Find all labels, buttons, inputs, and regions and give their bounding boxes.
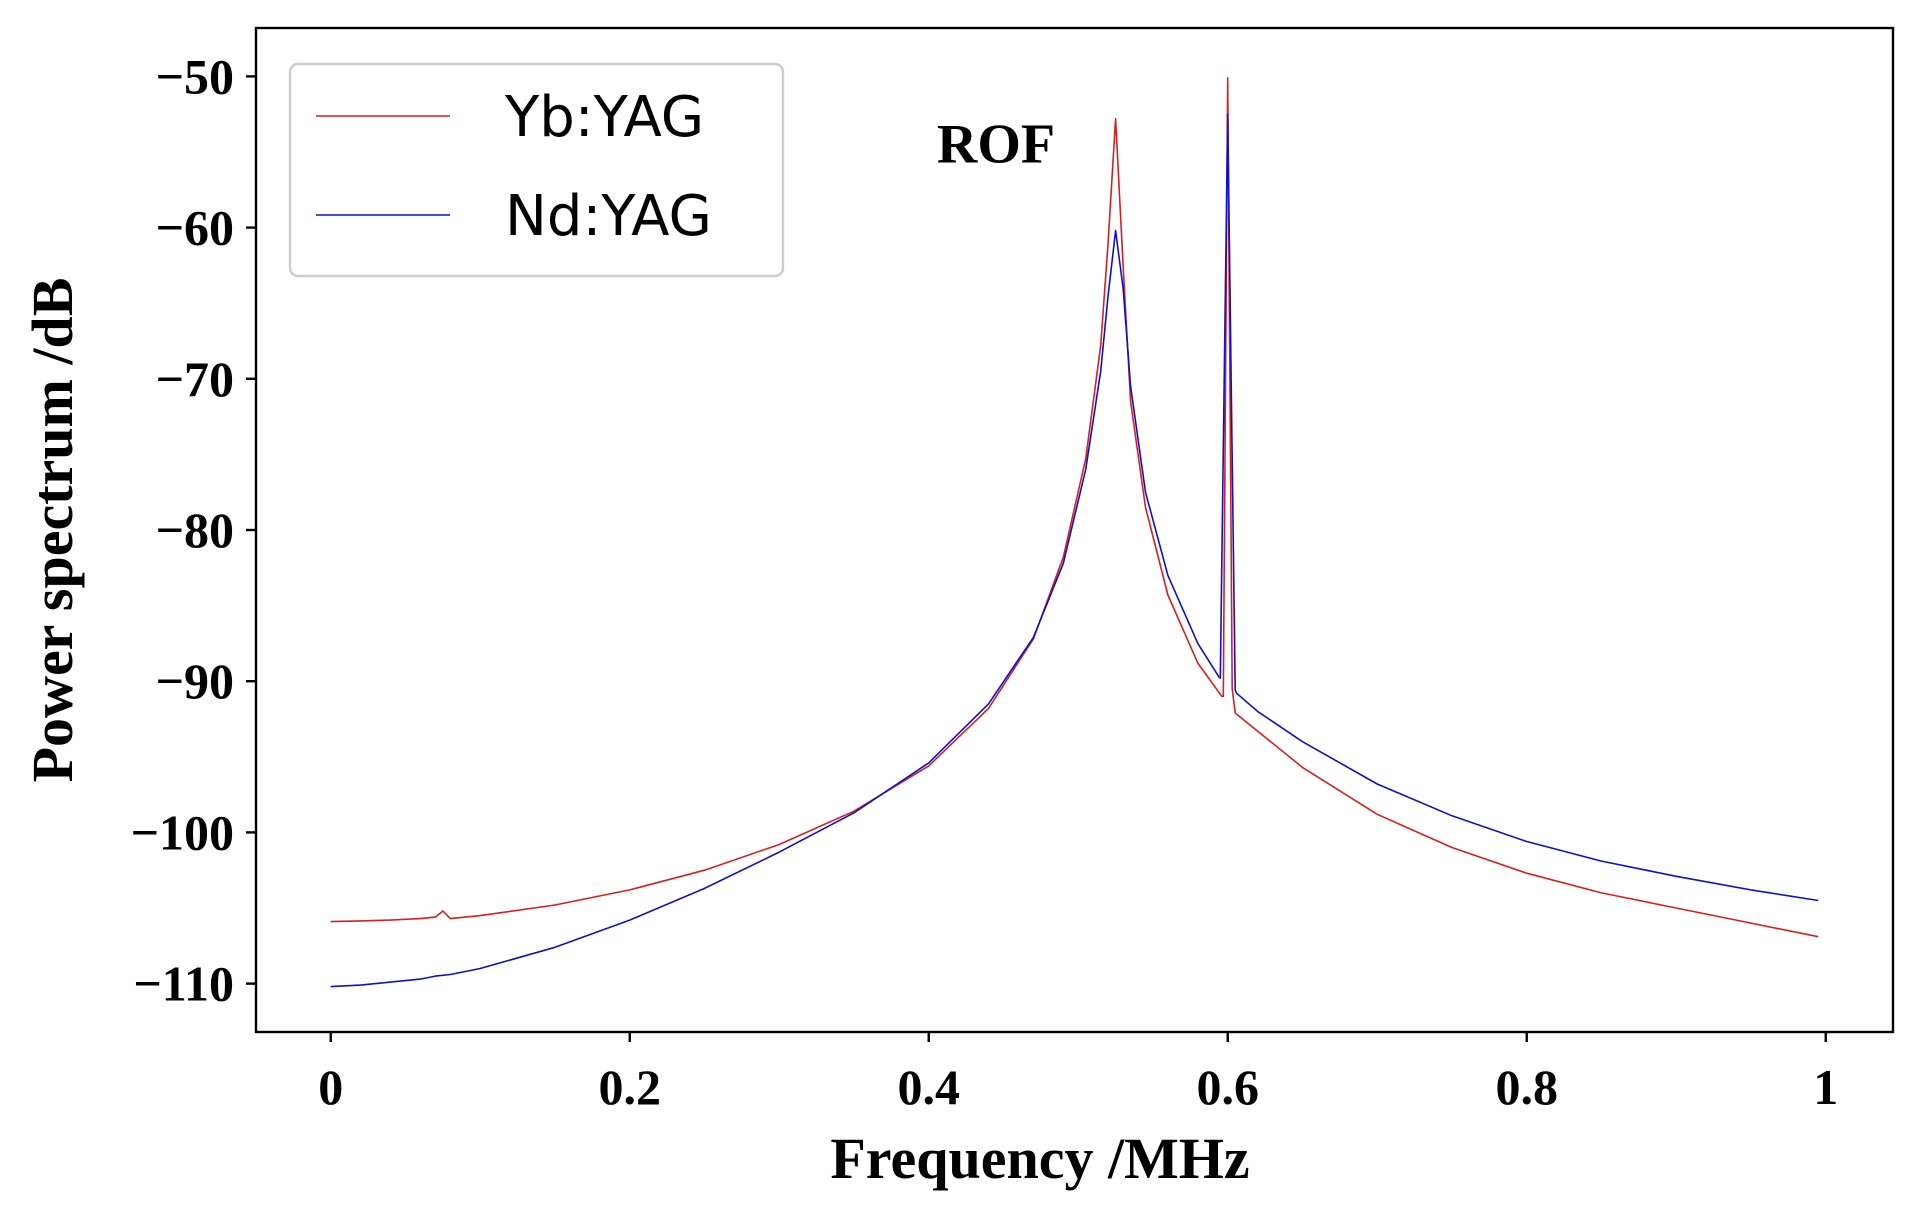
x-tick-label: 0.8: [1495, 1059, 1558, 1115]
series-layer: [330, 77, 1819, 988]
annotation-rof: ROF: [937, 113, 1055, 175]
y-tick-label: −110: [133, 956, 234, 1012]
y-tick-label: −90: [156, 653, 235, 709]
legend-box: [288, 62, 785, 278]
x-tick-label: 1: [1813, 1059, 1838, 1115]
y-tick-label: −50: [156, 48, 235, 104]
y-tick-label: −100: [131, 804, 235, 860]
legend-label-yb-yag: Yb:YAG: [504, 85, 704, 150]
x-tick-label: 0.2: [598, 1059, 661, 1115]
x-tick-label: 0.6: [1196, 1059, 1259, 1115]
legend: Yb:YAG Nd:YAG: [288, 62, 785, 278]
series-line-nd-yag: [330, 113, 1819, 988]
y-tick-label: −60: [156, 200, 235, 256]
y-tick-label: −70: [156, 351, 235, 407]
x-axis-label: Frequency /MHz: [830, 1126, 1249, 1191]
y-tick-label: −80: [156, 502, 235, 558]
x-tick-label: 0.4: [897, 1059, 960, 1115]
series-line-yb-yag: [330, 77, 1819, 938]
ticks-layer: 0 0.2 0.4 0.6 0.8 1 −50 −60 −70 −80 −90 −100 −110: [131, 48, 1839, 1115]
x-tick-label: 0: [318, 1059, 343, 1115]
y-axis-label: Power spectrum /dB: [20, 278, 85, 783]
legend-label-nd-yag: Nd:YAG: [505, 184, 712, 249]
